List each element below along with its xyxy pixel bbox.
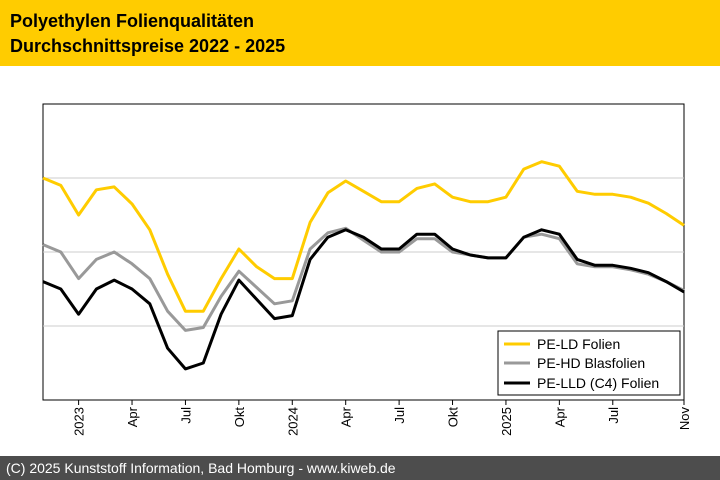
x-tick-label: Okt (232, 407, 247, 428)
x-tick-label: Apr (125, 406, 140, 427)
chart-title-line1: Polyethylen Folienqualitäten (10, 11, 255, 31)
copyright-text: (C) 2025 Kunststoff Information, Bad Hom… (6, 460, 396, 476)
x-tick-label: Jul (178, 407, 193, 424)
line-chart: 2023 Apr Jul Okt 2024 Apr Jul Okt 2025 Apr Jul Nov … (42, 103, 692, 436)
x-tick-label: 2025 (499, 407, 514, 436)
x-tick-label: 2024 (285, 407, 300, 436)
x-tick-label: Jul (606, 407, 621, 424)
legend-label-pe-ld: PE-LD Folien (537, 336, 620, 352)
legend-label-pe-hd: PE-HD Blasfolien (537, 355, 645, 371)
legend-label-pe-lld: PE-LLD (C4) Folien (537, 375, 659, 391)
x-tick-label: Nov (677, 407, 692, 431)
series-line-pe-lld (42, 228, 685, 371)
x-tick-label: Jul (392, 407, 407, 424)
series-line-pe-ld (42, 160, 685, 313)
x-tick-label: Apr (552, 406, 567, 427)
grid-lines (43, 177, 684, 327)
x-tick-label: Okt (446, 407, 461, 428)
x-axis: 2023 Apr Jul Okt 2024 Apr Jul Okt 2025 Apr Jul Nov (72, 400, 692, 436)
chart-title-line2: Durchschnittspreise 2022 - 2025 (10, 36, 286, 56)
series-lines (42, 160, 685, 371)
series-line-pe-hd (42, 226, 685, 332)
x-tick-label: Apr (339, 406, 354, 427)
footer-bar: (C) 2025 Kunststoff Information, Bad Hom… (0, 456, 720, 480)
x-tick-label: 2023 (72, 407, 87, 436)
chart-header: Polyethylen Folienqualitäten Durchschnit… (0, 0, 720, 66)
legend: PE-LD Folien PE-HD Blasfolien PE-LLD (C4… (497, 330, 681, 396)
